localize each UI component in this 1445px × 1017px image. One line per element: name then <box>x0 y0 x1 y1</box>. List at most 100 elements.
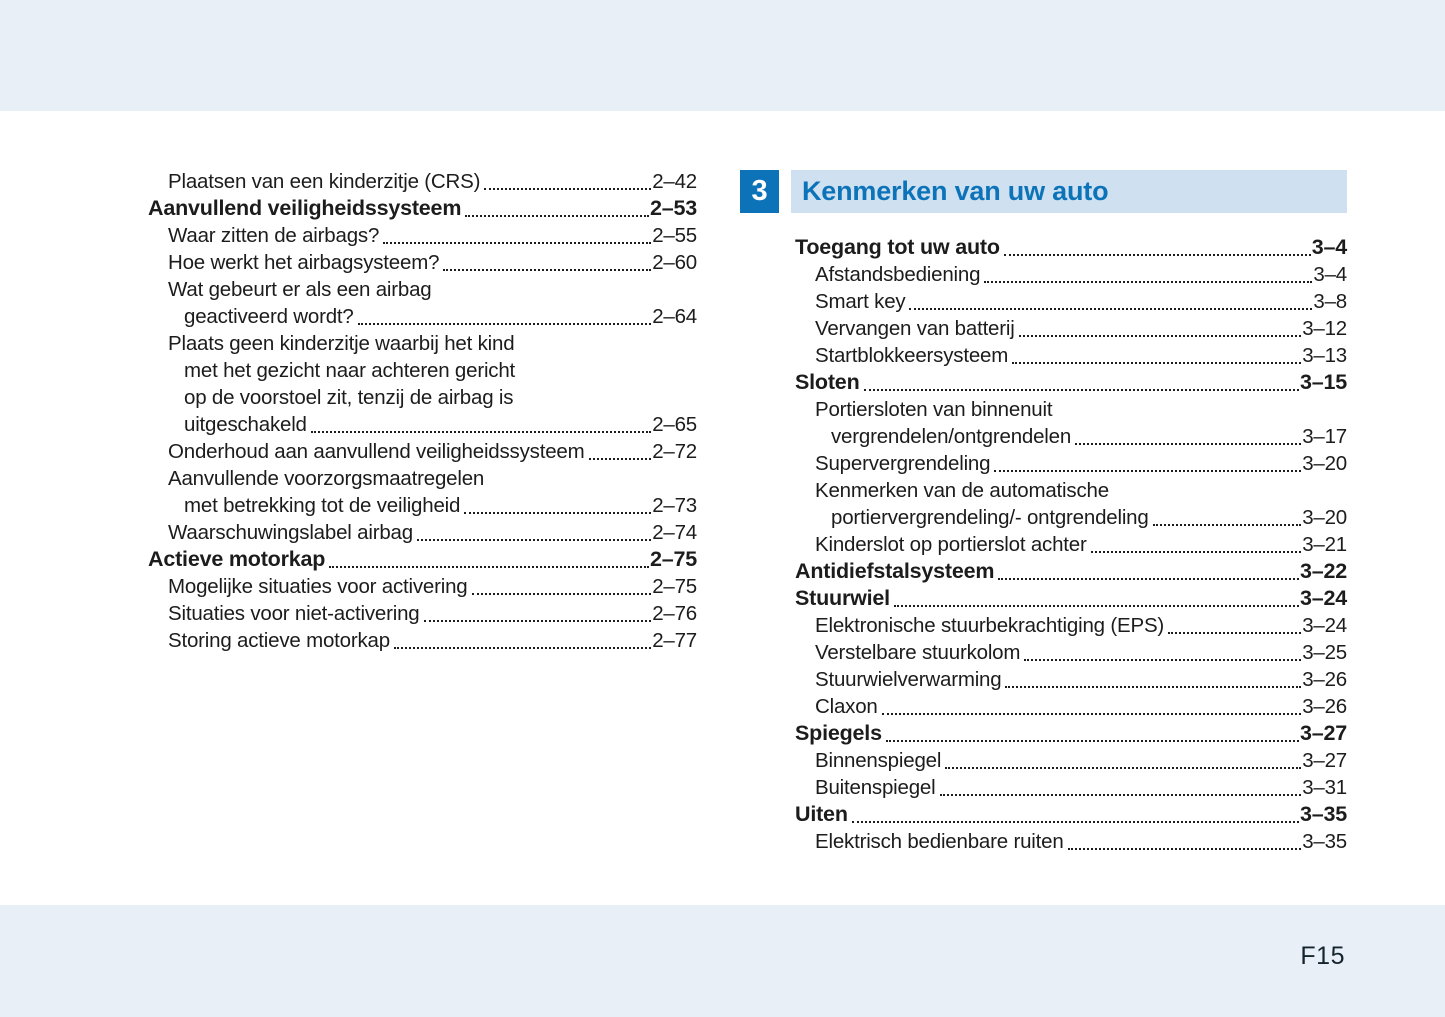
toc-entry-label: Hoe werkt het airbagsysteem? <box>168 251 440 274</box>
toc-entry-line: Mogelijke situaties voor activering 2–75 <box>148 573 697 600</box>
toc-entry: Actieve motorkap 2–75 <box>148 546 697 573</box>
toc-page-number: 2–74 <box>652 521 697 544</box>
toc-entry: Binnenspiegel 3–27 <box>795 747 1347 774</box>
chapter-title: Kenmerken van uw auto <box>791 170 1347 213</box>
toc-page-number: 2–53 <box>649 196 697 220</box>
toc-entry-label: Waar zitten de airbags? <box>168 224 380 247</box>
toc-entry: Plaats geen kinderzitje waarbij het kind… <box>148 330 697 438</box>
toc-entry-label: Startblokkeersysteem <box>815 344 1009 367</box>
toc-entry: Aanvullend veiligheidssysteem 2–53 <box>148 195 697 222</box>
dot-leader <box>423 620 652 622</box>
toc-entry-label: Vervangen van batterij <box>815 317 1015 340</box>
toc-entry-label: Actieve motorkap <box>148 547 326 571</box>
dot-leader <box>310 431 652 433</box>
dot-leader <box>1003 254 1311 256</box>
toc-entry-label: Mogelijke situaties voor activering <box>168 575 468 598</box>
toc-entry-label: Supervergrendeling <box>815 452 991 475</box>
toc-entry: Elektrisch bedienbare ruiten 3–35 <box>795 828 1347 855</box>
toc-entry-line: Spiegels 3–27 <box>795 720 1347 747</box>
toc-entry-label: Onderhoud aan aanvullend veiligheidssyst… <box>168 440 585 463</box>
toc-entry-line: Plaats geen kinderzitje waarbij het kind <box>148 330 697 357</box>
toc-page-number: 3–20 <box>1302 506 1347 529</box>
toc-entry-label: Smart key <box>815 290 906 313</box>
toc-entry: Verstelbare stuurkolom 3–25 <box>795 639 1347 666</box>
toc-entry-label: Kenmerken van de automatische <box>815 479 1109 502</box>
toc-entry-line: Hoe werkt het airbagsysteem? 2–60 <box>148 249 697 276</box>
toc-entries-left: Plaatsen van een kinderzitje (CRS) 2–42 Aa… <box>148 168 697 654</box>
toc-entry-label: geactiveerd wordt? <box>184 305 354 328</box>
toc-entry-line: Afstandsbediening 3–4 <box>795 261 1347 288</box>
toc-entry: Startblokkeersysteem 3–13 <box>795 342 1347 369</box>
toc-page-number: 2–75 <box>652 575 697 598</box>
toc-page-number: 3–21 <box>1302 533 1347 556</box>
chapter-number-badge: 3 <box>740 170 779 213</box>
dot-leader <box>357 323 652 325</box>
toc-entry-label: Verstelbare stuurkolom <box>815 641 1021 664</box>
toc-entry-line: Onderhoud aan aanvullend veiligheidssyst… <box>148 438 697 465</box>
toc-entry-line: Vervangen van batterij 3–12 <box>795 315 1347 342</box>
dot-leader <box>393 647 652 649</box>
toc-entry: Buitenspiegel 3–31 <box>795 774 1347 801</box>
toc-entry-label: Stuurwielverwarming <box>815 668 1002 691</box>
toc-page-number: 3–15 <box>1299 370 1347 394</box>
toc-entry: Storing actieve motorkap 2–77 <box>148 627 697 654</box>
toc-page-number: 2–55 <box>652 224 697 247</box>
toc-page-number: 2–76 <box>652 602 697 625</box>
dot-leader <box>1005 686 1302 688</box>
toc-entry: Hoe werkt het airbagsysteem? 2–60 <box>148 249 697 276</box>
dot-leader <box>484 188 652 190</box>
dot-leader <box>416 539 652 541</box>
toc-entry-line: Startblokkeersysteem 3–13 <box>795 342 1347 369</box>
toc-entry: Stuurwielverwarming 3–26 <box>795 666 1347 693</box>
dot-leader <box>1075 443 1302 445</box>
toc-entry-label: Plaats geen kinderzitje waarbij het kind <box>168 332 515 355</box>
toc-entry: Mogelijke situaties voor activering 2–75 <box>148 573 697 600</box>
toc-entry-line: Elektrisch bedienbare ruiten 3–35 <box>795 828 1347 855</box>
toc-page-number: 3–24 <box>1299 586 1347 610</box>
toc-entry-line: Antidiefstalsysteem 3–22 <box>795 558 1347 585</box>
toc-entry-label: Spiegels <box>795 721 882 745</box>
toc-entry: Uiten 3–35 <box>795 801 1347 828</box>
toc-entry: Aanvullende voorzorgsmaatregelen met betr… <box>148 465 697 519</box>
toc-entry: Afstandsbediening 3–4 <box>795 261 1347 288</box>
page-number: F15 <box>1300 942 1345 970</box>
toc-entry-label: met het gezicht naar achteren gericht <box>184 359 516 382</box>
toc-entry-line: Kenmerken van de automatische <box>795 477 1347 504</box>
toc-entry: Plaatsen van een kinderzitje (CRS) 2–42 <box>148 168 697 195</box>
toc-page-number: 3–22 <box>1299 559 1347 583</box>
toc-entry-label: Plaatsen van een kinderzitje (CRS) <box>168 170 481 193</box>
toc-entry-label: Aanvullend veiligheidssysteem <box>148 196 462 220</box>
toc-page-number: 3–17 <box>1302 425 1347 448</box>
dot-leader <box>994 470 1302 472</box>
top-decorative-band <box>0 0 1445 111</box>
toc-entry-label: Waarschuwingslabel airbag <box>168 521 413 544</box>
toc-entry: Smart key 3–8 <box>795 288 1347 315</box>
toc-page-number: 3–8 <box>1313 290 1347 313</box>
dot-leader <box>329 566 649 568</box>
toc-entry: Claxon 3–26 <box>795 693 1347 720</box>
dot-leader <box>1024 659 1302 661</box>
toc-entry-line: Stuurwielverwarming 3–26 <box>795 666 1347 693</box>
toc-page-number: 3–31 <box>1302 776 1347 799</box>
dot-leader <box>1090 551 1302 553</box>
dot-leader <box>885 740 1299 742</box>
dot-leader <box>588 458 652 460</box>
dot-leader <box>1018 335 1302 337</box>
toc-entry-line: uitgeschakeld 2–65 <box>148 411 697 438</box>
toc-entry-line: met het gezicht naar achteren gericht <box>148 357 697 384</box>
toc-page-number: 2–42 <box>652 170 697 193</box>
toc-entry: Supervergrendeling 3–20 <box>795 450 1347 477</box>
toc-entry-label: op de voorstoel zit, tenzij de airbag is <box>184 386 514 409</box>
toc-entry-line: Claxon 3–26 <box>795 693 1347 720</box>
toc-entry-line: portiervergrendeling/- ontgrendeling 3–20 <box>795 504 1347 531</box>
toc-entry-label: Aanvullende voorzorgsmaatregelen <box>168 467 485 490</box>
toc-entry: Wat gebeurt er als een airbag geactiveerd… <box>148 276 697 330</box>
toc-entry-label: Storing actieve motorkap <box>168 629 390 652</box>
dot-leader <box>939 794 1302 796</box>
toc-page-number: 2–60 <box>652 251 697 274</box>
toc-page-number: 2–64 <box>652 305 697 328</box>
dot-leader <box>945 767 1302 769</box>
toc-entry-line: Plaatsen van een kinderzitje (CRS) 2–42 <box>148 168 697 195</box>
toc-column-right: 3 Kenmerken van uw auto Toegang tot uw a… <box>740 170 1347 855</box>
dot-leader <box>984 281 1313 283</box>
